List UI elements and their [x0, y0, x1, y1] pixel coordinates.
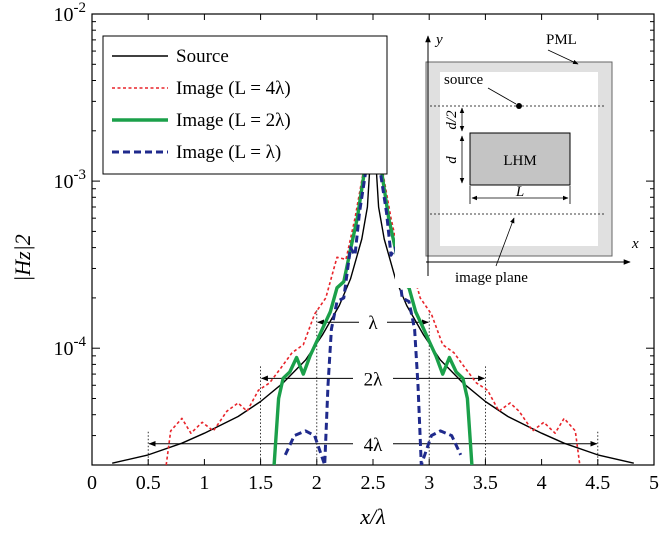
lhm-label: LHM [503, 153, 536, 169]
legend: Source Image (L = 4λ) Image (L = 2λ) Image … [102, 35, 388, 175]
x-tick-label: 3 [424, 472, 434, 494]
y-tick-label: 10-2 [54, 0, 87, 26]
x-tick-labels: 0 0.5 1 1.5 2 2.5 3 3.5 4 4.5 5 [87, 472, 659, 494]
x-tick-label: 1 [199, 472, 209, 494]
width-guides: λ 2λ 4λ [147, 310, 599, 465]
d-label: d [444, 156, 460, 164]
x-tick-label: 1.5 [248, 472, 273, 494]
source-pointer [487, 87, 517, 105]
legend-label: Image (L = λ) [176, 142, 281, 163]
x-tick-label: 0 [87, 472, 97, 494]
x-tick-label: 0.5 [136, 472, 161, 494]
y-axis-label: |Hz|2 [10, 234, 35, 282]
x-tick-label: 4.5 [585, 472, 610, 494]
annotation-label: 2λ [364, 369, 384, 390]
pml-pointer [547, 49, 579, 65]
pml-label: PML [546, 32, 577, 48]
legend-label: Image (L = 2λ) [176, 110, 291, 131]
x-tick-label: 3.5 [473, 472, 498, 494]
l-label: L [515, 184, 524, 200]
source-point [516, 103, 522, 109]
x-tick-label: 2 [312, 472, 322, 494]
inset-y-label: y [434, 32, 443, 48]
image-plane-label: image plane [455, 270, 528, 286]
y-tick-label: 10-3 [54, 167, 87, 193]
d-half-label: d/2 [444, 110, 460, 130]
x-axis-label: x/λ [359, 504, 385, 529]
source-label: source [444, 72, 483, 88]
image-plane-pointer [495, 217, 515, 267]
inset-x-label: x [631, 236, 639, 252]
inset-diagram: LHM x y PML source d/2 d L image plane [395, 32, 645, 288]
lhm-slab [469, 132, 571, 186]
legend-label: Source [176, 46, 229, 67]
annotation-label: λ [368, 313, 378, 334]
annotation-label: 4λ [364, 435, 384, 456]
x-tick-label: 2.5 [361, 472, 386, 494]
y-tick-labels: 10-4 10-3 10-2 [54, 0, 87, 360]
legend-label: Image (L = 4λ) [176, 78, 291, 99]
x-tick-label: 4 [537, 472, 547, 494]
x-tick-label: 5 [649, 472, 659, 494]
y-tick-label: 10-4 [54, 334, 87, 360]
